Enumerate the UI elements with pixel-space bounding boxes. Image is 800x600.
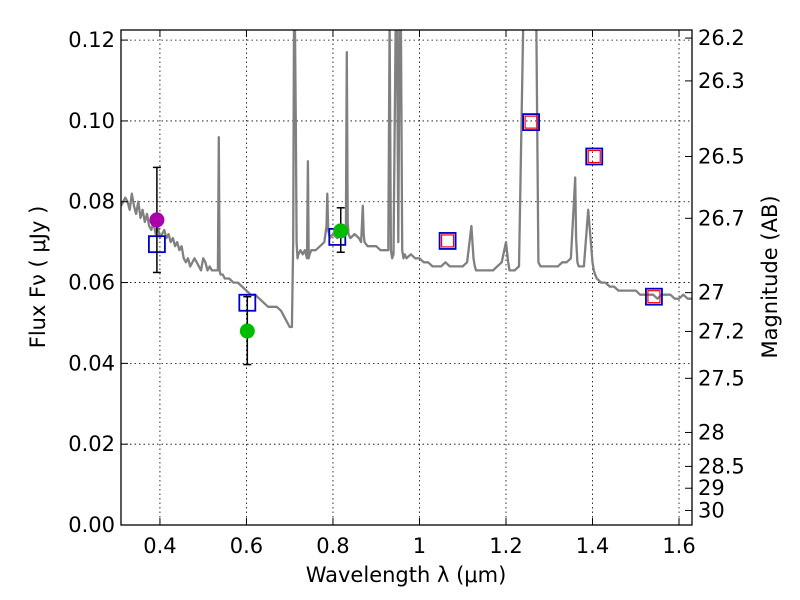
y2-tick-label: 26.5 [698,144,745,168]
y-tick-label: 0.00 [68,513,115,537]
model-photometry-square [585,147,604,166]
y2-tick-label: 26.7 [698,206,745,230]
y-tick-label: 0.04 [68,351,115,375]
plot-frame [120,29,693,526]
x-tick-label: 0.8 [316,534,349,558]
y2-tick-label: 29 [698,476,725,500]
y2-tick-label: 28 [698,420,725,444]
y2-tick-label: 28.5 [698,454,745,478]
x-axis: 0.4 0.6 0.8 1 1.2 1.4 1.6 [143,30,696,558]
x-tick-label: 0.4 [143,534,176,558]
model-photometry-inner-square [587,149,601,164]
x-tick-label: 1.2 [489,534,522,558]
x-axis-label: Wavelength λ (μm) [306,563,507,587]
spectrum-layer [121,30,692,329]
spectrum-line [121,30,692,329]
model-photometry-square [438,232,457,250]
model-photometry-square [522,113,540,132]
x-tick-label: 1 [413,534,426,558]
y2-tick-label: 26.3 [698,69,745,93]
y-tick-label: 0.12 [68,28,115,52]
observed-point [239,323,255,339]
y2-tick-label: 27 [698,281,725,305]
y2-tick-label: 27.2 [698,319,745,343]
y-tick-label: 0.10 [68,109,115,133]
y2-axis-label: Magnitude (AB) [758,195,782,358]
y-axis-label: Flux Fν ( μJy ) [26,206,50,349]
y-tick-label: 0.06 [68,271,115,295]
x-tick-label: 0.6 [230,534,263,558]
grid-lines [121,30,692,525]
model-photometry-inner-square [647,290,661,304]
y-axis-left: 0.00 0.02 0.04 0.06 0.08 0.10 0.12 [68,28,128,537]
x-tick-label: 1.6 [662,534,695,558]
y2-tick-label: 30 [698,498,725,522]
marker-layer [148,113,663,366]
model-photometry-inner-square [440,234,455,248]
y-tick-label: 0.02 [68,432,115,456]
observed-point [149,212,165,228]
observed-point [333,223,349,239]
y-tick-label: 0.08 [68,190,115,214]
y2-tick-label: 27.5 [698,366,745,390]
y2-tick-label: 26.2 [698,26,745,50]
x-tick-label: 1.4 [576,534,609,558]
model-photometry-square [645,287,663,306]
model-photometry-inner-square [524,115,538,129]
